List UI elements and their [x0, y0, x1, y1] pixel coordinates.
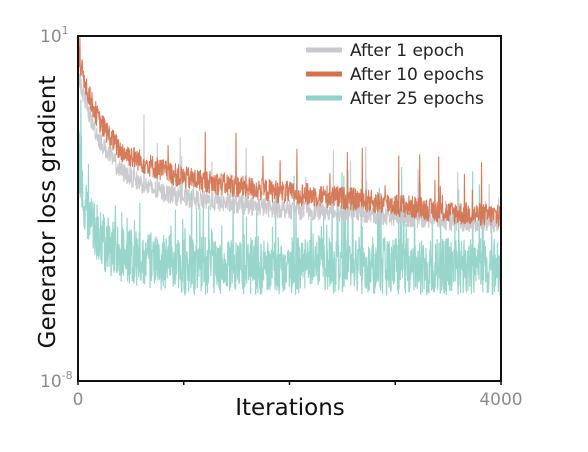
series-line-1	[77, 68, 502, 234]
x-tick-label-1: 4000	[479, 390, 522, 410]
x-axis-label: Iterations	[235, 395, 345, 421]
series-3	[77, 99, 502, 296]
legend-label-1: After 1 epoch	[350, 41, 464, 61]
series-line-2	[77, 37, 502, 228]
series-1	[77, 68, 502, 234]
series-2	[77, 37, 502, 228]
labels-layer: Iterations Generator loss gradient	[35, 76, 345, 421]
legend-label-3: After 25 epochs	[350, 89, 484, 109]
ticks-layer: 0 4000 101 10-8	[40, 24, 523, 410]
legend-label-2: After 10 epochs	[350, 65, 484, 85]
y-axis-label: Generator loss gradient	[35, 76, 61, 349]
y-tick-label-1: 10-8	[40, 369, 73, 392]
series-line-3	[77, 99, 502, 296]
x-tick-label-0: 0	[73, 390, 84, 410]
legend: After 1 epoch After 10 epochs After 25 epo…	[306, 41, 484, 109]
y-tick-label-0: 101	[40, 24, 69, 47]
series-layer	[77, 37, 502, 296]
